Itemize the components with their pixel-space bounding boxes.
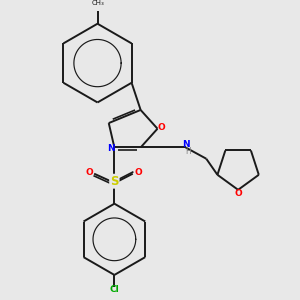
Text: CH₃: CH₃ xyxy=(91,0,104,6)
Text: S: S xyxy=(110,175,118,188)
Text: Cl: Cl xyxy=(110,285,119,294)
Text: N: N xyxy=(107,144,115,153)
Text: O: O xyxy=(85,168,93,177)
Text: N: N xyxy=(182,140,189,149)
Text: O: O xyxy=(234,189,242,198)
Text: O: O xyxy=(158,123,165,132)
Text: O: O xyxy=(134,168,142,177)
Text: H: H xyxy=(186,147,191,156)
